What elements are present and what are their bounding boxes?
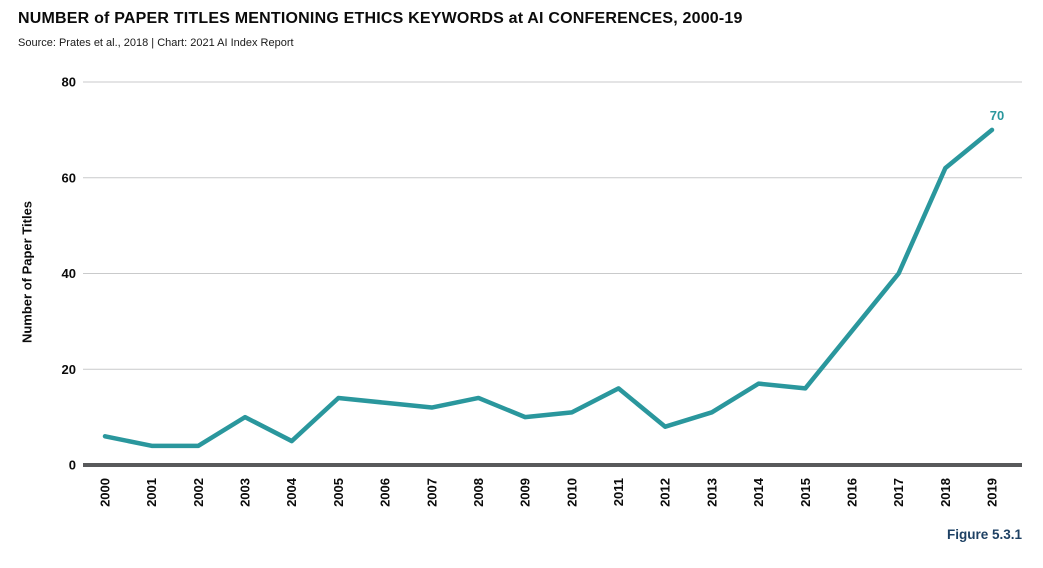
x-tick-label: 2002: [191, 478, 206, 507]
trend-line: [102, 127, 995, 449]
x-tick-label: 2017: [891, 478, 906, 507]
y-tick-label: 0: [69, 458, 76, 473]
y-tick-label: 60: [62, 170, 76, 185]
x-tick-label: 2006: [378, 478, 393, 507]
x-tick-label: 2015: [798, 478, 813, 507]
x-tick-label: 2008: [471, 478, 486, 507]
x-tick-label: 2018: [938, 478, 953, 507]
y-tick-label: 80: [62, 75, 76, 90]
x-tick-label: 2007: [424, 478, 439, 507]
chart-title: NUMBER of PAPER TITLES MENTIONING ETHICS…: [18, 10, 743, 27]
x-tick-label: 2013: [704, 478, 719, 507]
x-tick-label: 2014: [751, 477, 766, 507]
x-tick-label: 2011: [611, 478, 626, 506]
data-point-label: 70: [990, 108, 1004, 123]
x-tick-label: 2001: [144, 478, 159, 507]
x-tick-label: 2004: [284, 477, 299, 507]
x-tick-label: 2000: [98, 478, 113, 507]
chart-source-line: Source: Prates et al., 2018 | Chart: 202…: [18, 37, 294, 49]
x-tick-label: 2009: [518, 478, 533, 507]
y-tick-label: 20: [62, 362, 76, 377]
x-tick-label: 2012: [658, 478, 673, 507]
y-tick-label: 40: [62, 266, 76, 281]
figure-caption: Figure 5.3.1: [946, 527, 1022, 542]
x-tick-label: 2005: [331, 478, 346, 507]
x-tick-label: 2010: [564, 478, 579, 507]
x-tick-label: 2003: [238, 478, 253, 507]
x-tick-label: 2019: [985, 478, 1000, 507]
x-tick-label: 2016: [844, 478, 859, 507]
